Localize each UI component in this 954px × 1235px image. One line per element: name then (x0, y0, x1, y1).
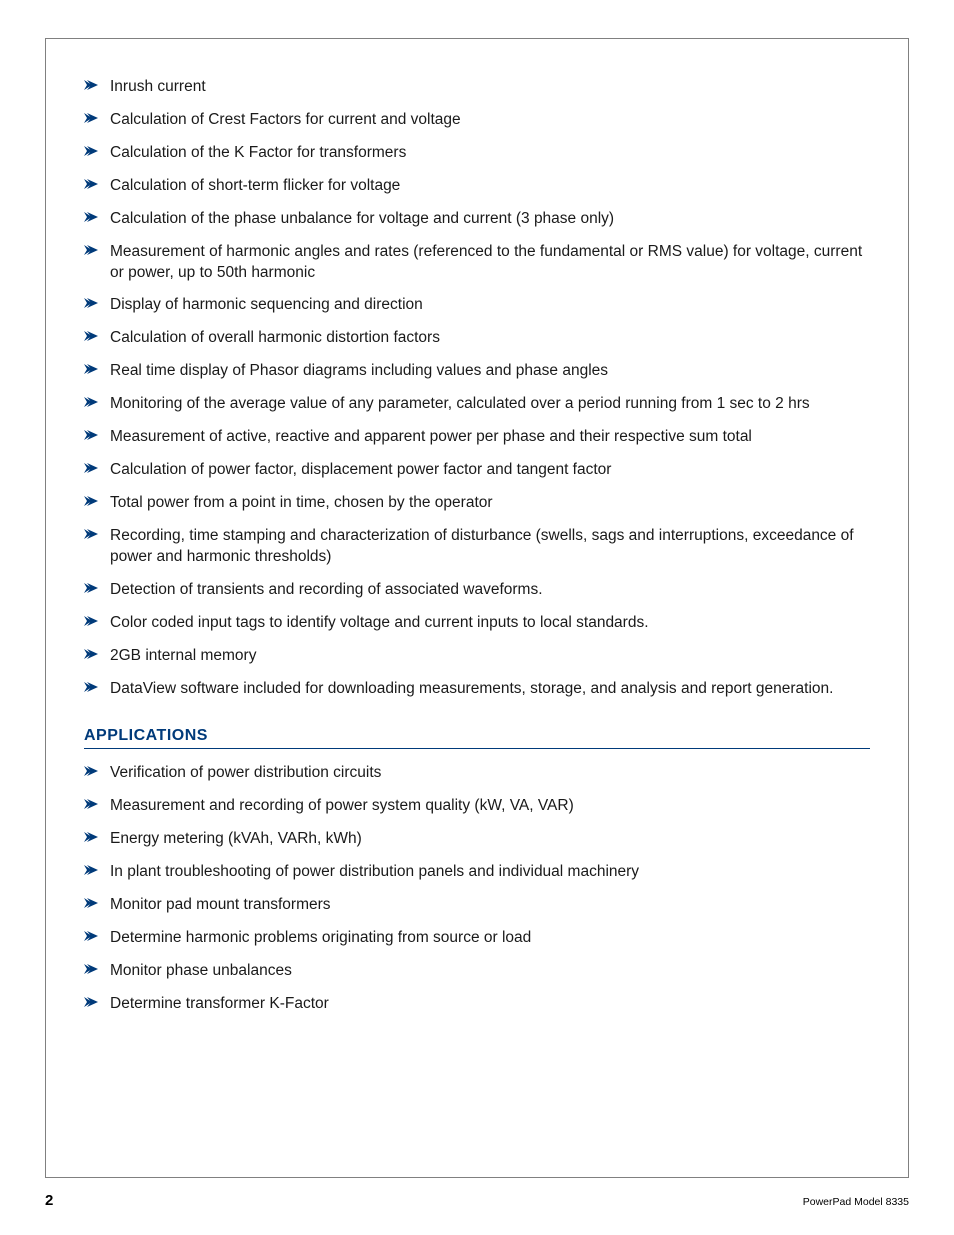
feature-item-text: Real time display of Phasor diagrams inc… (110, 361, 870, 382)
feature-item-text: DataView software included for downloadi… (110, 679, 870, 700)
feature-item-text: Calculation of the K Factor for transfor… (110, 143, 870, 164)
bullet-arrow-icon (84, 529, 98, 543)
application-item: Monitor pad mount transformers (84, 895, 870, 916)
feature-item: Measurement of harmonic angles and rates… (84, 242, 870, 284)
application-item-text: Measurement and recording of power syste… (110, 796, 870, 817)
application-item: Verification of power distribution circu… (84, 763, 870, 784)
feature-item-text: Inrush current (110, 77, 870, 98)
feature-item-text: Calculation of overall harmonic distorti… (110, 328, 870, 349)
application-item: In plant troubleshooting of power distri… (84, 862, 870, 883)
application-item-text: Determine harmonic problems originating … (110, 928, 870, 949)
application-item: Energy metering (kVAh, VARh, kWh) (84, 829, 870, 850)
bullet-arrow-icon (84, 649, 98, 663)
bullet-arrow-icon (84, 832, 98, 846)
page-number: 2 (45, 1192, 53, 1209)
feature-item: Monitoring of the average value of any p… (84, 394, 870, 415)
feature-item: Recording, time stamping and characteriz… (84, 526, 870, 568)
feature-item: Display of harmonic sequencing and direc… (84, 295, 870, 316)
feature-item: DataView software included for downloadi… (84, 679, 870, 700)
feature-item-text: 2GB internal memory (110, 646, 870, 667)
feature-item: Calculation of the phase unbalance for v… (84, 209, 870, 230)
bullet-arrow-icon (84, 682, 98, 696)
feature-item-text: Color coded input tags to identify volta… (110, 613, 870, 634)
feature-item-text: Measurement of harmonic angles and rates… (110, 242, 870, 284)
feature-item: Real time display of Phasor diagrams inc… (84, 361, 870, 382)
bullet-arrow-icon (84, 463, 98, 477)
application-item: Monitor phase unbalances (84, 961, 870, 982)
bullet-arrow-icon (84, 212, 98, 226)
feature-item: 2GB internal memory (84, 646, 870, 667)
bullet-arrow-icon (84, 298, 98, 312)
feature-item-text: Total power from a point in time, chosen… (110, 493, 870, 514)
bullet-arrow-icon (84, 146, 98, 160)
applications-heading: APPLICATIONS (84, 727, 870, 749)
content-frame: Inrush current Calculation of Crest Facto… (45, 38, 909, 1178)
application-item: Measurement and recording of power syste… (84, 796, 870, 817)
feature-item: Inrush current (84, 77, 870, 98)
applications-list: Verification of power distribution circu… (84, 763, 870, 1014)
application-item-text: Verification of power distribution circu… (110, 763, 870, 784)
page-footer: 2 PowerPad Model 8335 (45, 1192, 909, 1209)
bullet-arrow-icon (84, 898, 98, 912)
feature-item: Calculation of Crest Factors for current… (84, 110, 870, 131)
feature-item-text: Monitoring of the average value of any p… (110, 394, 870, 415)
bullet-arrow-icon (84, 865, 98, 879)
feature-item-text: Calculation of power factor, displacemen… (110, 460, 870, 481)
bullet-arrow-icon (84, 397, 98, 411)
bullet-arrow-icon (84, 616, 98, 630)
feature-item: Total power from a point in time, chosen… (84, 493, 870, 514)
bullet-arrow-icon (84, 113, 98, 127)
bullet-arrow-icon (84, 245, 98, 259)
bullet-arrow-icon (84, 766, 98, 780)
feature-item: Calculation of short-term flicker for vo… (84, 176, 870, 197)
bullet-arrow-icon (84, 430, 98, 444)
footer-model: PowerPad Model 8335 (803, 1196, 909, 1208)
bullet-arrow-icon (84, 799, 98, 813)
feature-item: Color coded input tags to identify volta… (84, 613, 870, 634)
application-item-text: Determine transformer K-Factor (110, 994, 870, 1015)
feature-item-text: Calculation of short-term flicker for vo… (110, 176, 870, 197)
feature-item-text: Recording, time stamping and characteriz… (110, 526, 870, 568)
bullet-arrow-icon (84, 331, 98, 345)
application-item-text: In plant troubleshooting of power distri… (110, 862, 870, 883)
feature-item: Calculation of overall harmonic distorti… (84, 328, 870, 349)
feature-item-text: Measurement of active, reactive and appa… (110, 427, 870, 448)
bullet-arrow-icon (84, 80, 98, 94)
bullet-arrow-icon (84, 964, 98, 978)
feature-item-text: Calculation of Crest Factors for current… (110, 110, 870, 131)
application-item: Determine harmonic problems originating … (84, 928, 870, 949)
bullet-arrow-icon (84, 364, 98, 378)
feature-item-text: Calculation of the phase unbalance for v… (110, 209, 870, 230)
application-item-text: Energy metering (kVAh, VARh, kWh) (110, 829, 870, 850)
bullet-arrow-icon (84, 997, 98, 1011)
bullet-arrow-icon (84, 496, 98, 510)
bullet-arrow-icon (84, 583, 98, 597)
application-item-text: Monitor pad mount transformers (110, 895, 870, 916)
feature-item: Calculation of power factor, displacemen… (84, 460, 870, 481)
features-list: Inrush current Calculation of Crest Facto… (84, 77, 870, 699)
feature-item: Detection of transients and recording of… (84, 580, 870, 601)
feature-item-text: Detection of transients and recording of… (110, 580, 870, 601)
feature-item: Calculation of the K Factor for transfor… (84, 143, 870, 164)
bullet-arrow-icon (84, 179, 98, 193)
application-item-text: Monitor phase unbalances (110, 961, 870, 982)
feature-item: Measurement of active, reactive and appa… (84, 427, 870, 448)
page: Inrush current Calculation of Crest Facto… (0, 0, 954, 1235)
bullet-arrow-icon (84, 931, 98, 945)
feature-item-text: Display of harmonic sequencing and direc… (110, 295, 870, 316)
application-item: Determine transformer K-Factor (84, 994, 870, 1015)
